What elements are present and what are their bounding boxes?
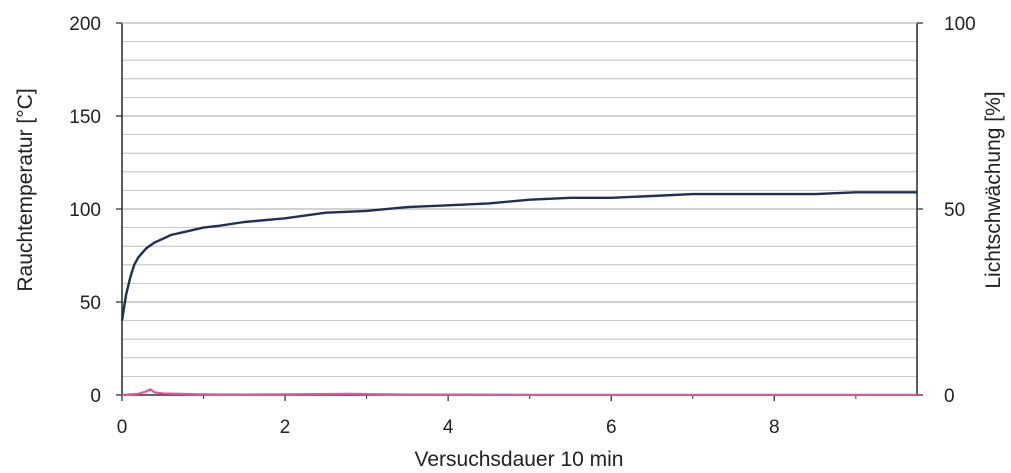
x-tick-label: 6 — [606, 417, 617, 438]
x-axis-title: Versuchsdauer 10 min — [415, 448, 624, 471]
tick-labels: 0 2 4 6 8 0 50 100 150 200 0 50 100 — [69, 14, 975, 438]
y-tick-label: 50 — [80, 293, 101, 314]
y-axis-title: Rauchtemperatur [°C] — [14, 88, 37, 291]
gridlines — [122, 41, 917, 377]
y-tick-label: 0 — [90, 386, 101, 407]
y2-tick-label: 100 — [944, 14, 976, 35]
series-line-temperature — [120, 191, 917, 321]
x-tick-label: 8 — [769, 417, 780, 438]
y2-axis-title: Lichtschwächung [%] — [982, 91, 1005, 288]
series-line-light — [121, 388, 917, 397]
y-tick-label: 200 — [69, 14, 101, 35]
x-tick-label: 0 — [117, 417, 128, 438]
x-tick-label: 2 — [280, 417, 291, 438]
y-tick-label: 150 — [69, 107, 101, 128]
y2-tick-label: 0 — [944, 386, 955, 407]
y-tick-label: 100 — [69, 200, 101, 221]
axes — [116, 22, 923, 401]
y2-tick-label: 50 — [944, 200, 965, 221]
x-tick-label: 4 — [443, 417, 454, 438]
series-lines — [120, 191, 917, 397]
